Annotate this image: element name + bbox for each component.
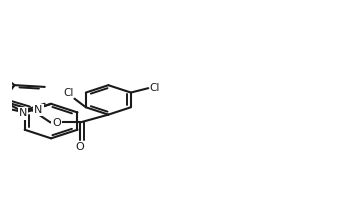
Text: Cl: Cl — [63, 88, 74, 98]
Text: O: O — [76, 142, 84, 152]
Text: O: O — [52, 118, 61, 129]
Text: Cl: Cl — [149, 83, 159, 93]
Text: N: N — [19, 108, 27, 118]
Text: N: N — [34, 105, 42, 115]
Text: methyl: methyl — [0, 106, 4, 107]
